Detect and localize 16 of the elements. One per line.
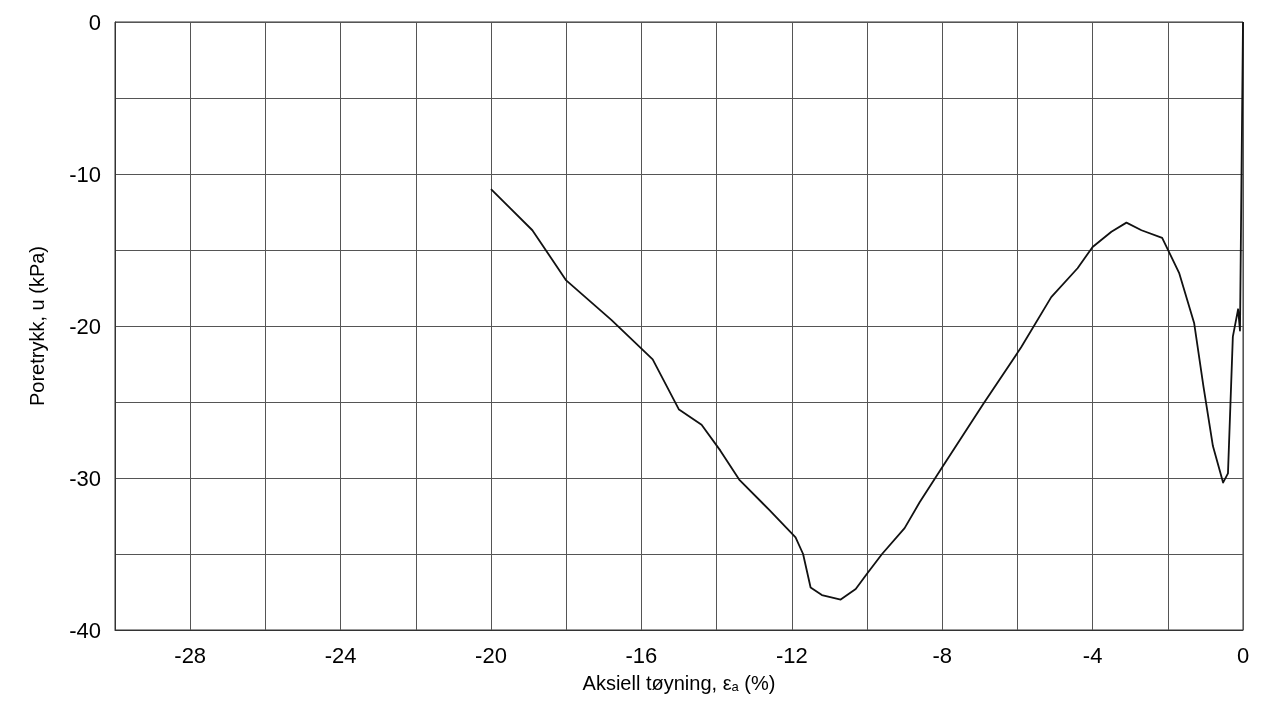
- y-axis-title: Poretrykk, u (kPa): [26, 245, 48, 407]
- x-tick-label: -20: [475, 642, 507, 668]
- x-tick-label: -8: [932, 642, 952, 668]
- y-tick-label: -10: [69, 161, 101, 187]
- y-tick-label: -20: [69, 313, 101, 339]
- y-tick-label: -40: [69, 617, 101, 643]
- x-axis-title: Aksiell tøyning, εa (%): [582, 671, 776, 694]
- x-tick-label: -24: [324, 642, 357, 668]
- y-tick-label: -30: [69, 465, 101, 491]
- x-tick-label: -12: [775, 642, 808, 668]
- x-tick-label: -16: [625, 642, 658, 668]
- line-series: [490, 21, 1244, 601]
- x-tick-label: -4: [1082, 642, 1103, 668]
- x-tick-label: 0: [1236, 642, 1250, 668]
- x-tick-label: -28: [174, 642, 207, 668]
- y-tick-label: 0: [88, 9, 101, 35]
